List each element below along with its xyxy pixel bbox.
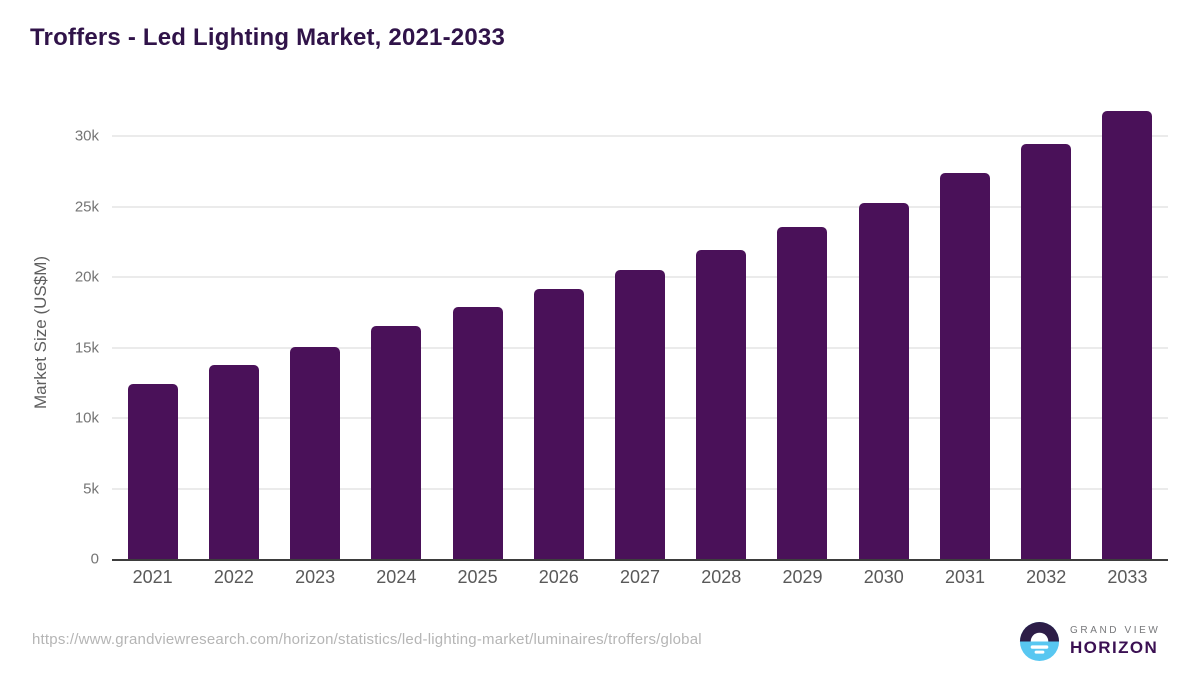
- gridline-25k: [112, 205, 1168, 208]
- x-tick-label-2031: 2031: [944, 567, 985, 587]
- x-tick-label-2021: 2021: [132, 567, 173, 587]
- source-url: https://www.grandviewresearch.com/horizo…: [32, 631, 702, 648]
- x-tick-label-2028: 2028: [701, 567, 742, 587]
- gridline-30k: [112, 135, 1168, 138]
- bar-slot-2029: [762, 105, 843, 559]
- bar-slot-2027: [599, 105, 680, 559]
- y-tick-label-5k: 5k: [83, 480, 99, 498]
- logo-text: GRAND VIEW HORIZON: [1070, 625, 1160, 658]
- bar-slot-2031: [924, 105, 1005, 559]
- bar-slot-2022: [193, 105, 274, 559]
- bar-slot-2033: [1087, 105, 1168, 559]
- x-tick-label-2032: 2032: [1026, 567, 1067, 587]
- bar-2026: [533, 289, 584, 559]
- y-tick-label-15k: 15k: [74, 339, 99, 357]
- x-tick-label-2029: 2029: [782, 567, 823, 587]
- y-tick-label-20k: 20k: [74, 268, 99, 286]
- bar-slot-2030: [843, 105, 924, 559]
- bar-slot-2023: [274, 105, 355, 559]
- bar-2024: [371, 326, 422, 559]
- bar-slot-2025: [437, 105, 518, 559]
- logo-product-name: HORIZON: [1070, 638, 1159, 657]
- x-tick-label-2022: 2022: [213, 567, 254, 587]
- x-tick-label-2025: 2025: [457, 567, 498, 587]
- bar-2031: [939, 173, 990, 559]
- y-tick-label-10k: 10k: [74, 409, 99, 427]
- chart-title: Troffers - Led Lighting Market, 2021-203…: [30, 24, 505, 51]
- bar-series: [112, 105, 1168, 559]
- bar-slot-2021: [112, 105, 193, 559]
- y-axis-tick-labels: 0 5k 10k 15k 20k 25k 30k: [0, 105, 99, 567]
- bar-2022: [208, 365, 259, 559]
- y-tick-label-25k: 25k: [74, 198, 99, 216]
- horizon-sun-logo-icon: [1019, 621, 1060, 662]
- logo-company-name: GRAND VIEW: [1070, 625, 1161, 636]
- x-tick-label-2023: 2023: [295, 567, 336, 587]
- bar-2032: [1021, 144, 1072, 559]
- x-tick-label-2033: 2033: [1107, 567, 1148, 587]
- bar-2030: [858, 203, 909, 559]
- bar-slot-2024: [356, 105, 437, 559]
- bar-2033: [1102, 111, 1153, 559]
- bar-2023: [290, 346, 341, 559]
- plot-area: [112, 105, 1168, 561]
- x-tick-label-2026: 2026: [538, 567, 579, 587]
- bar-2029: [777, 226, 828, 559]
- y-tick-label-30k: 30k: [74, 127, 99, 145]
- x-axis-tick-labels: 2021 2022 2023 2024 2025 2026 2027 2028 2029 2030…: [112, 567, 1168, 588]
- x-tick-label-2030: 2030: [863, 567, 904, 587]
- bar-slot-2026: [518, 105, 599, 559]
- bar-2027: [615, 269, 666, 559]
- bar-2025: [452, 307, 503, 559]
- bar-2021: [127, 384, 178, 559]
- x-tick-label-2024: 2024: [376, 567, 417, 587]
- x-tick-label-2027: 2027: [620, 567, 661, 587]
- y-tick-label-0: 0: [90, 550, 99, 568]
- brand-logo: GRAND VIEW HORIZON: [1018, 620, 1160, 663]
- bar-slot-2032: [1006, 105, 1087, 559]
- bar-2028: [696, 249, 747, 559]
- bar-slot-2028: [681, 105, 762, 559]
